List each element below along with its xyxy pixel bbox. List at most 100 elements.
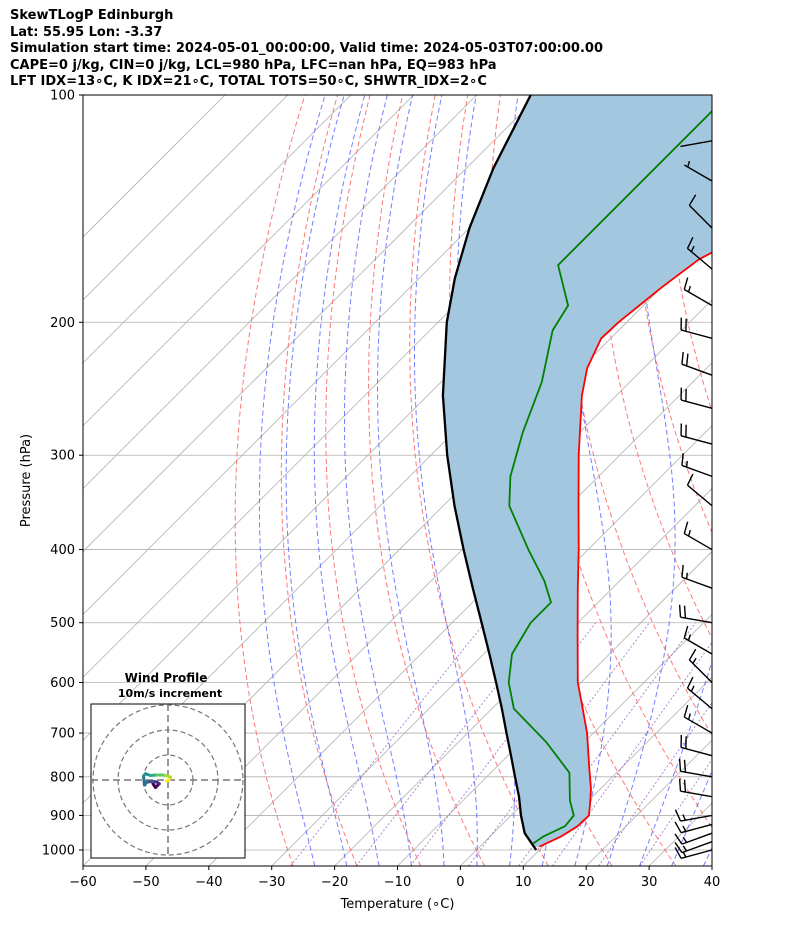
x-tick-label: −20 bbox=[321, 875, 348, 890]
wind-barb-flag bbox=[688, 648, 697, 661]
wind-barb-staff bbox=[681, 363, 713, 376]
x-tick-label: −10 bbox=[384, 875, 411, 890]
wind-barb bbox=[683, 625, 713, 655]
y-tick-label: 400 bbox=[50, 543, 75, 558]
wind-barb-staff bbox=[681, 464, 713, 478]
x-tick-label: 20 bbox=[578, 875, 595, 890]
wind-barb bbox=[678, 778, 713, 798]
wind-barb bbox=[688, 194, 713, 229]
wind-barb-half-flag bbox=[687, 634, 691, 641]
hodograph-inset: Wind Profile 10m/s increment bbox=[90, 671, 246, 859]
x-tick-label: −50 bbox=[132, 875, 159, 890]
wind-barb-staff bbox=[681, 832, 713, 845]
wind-barb-half-flag bbox=[682, 814, 687, 821]
wind-barb-staff bbox=[680, 435, 713, 445]
wind-barb-half-flag bbox=[687, 713, 691, 720]
wind-barb-staff bbox=[680, 399, 713, 409]
y-tick-label: 600 bbox=[50, 676, 75, 691]
wind-barb-staff bbox=[683, 288, 713, 307]
x-tick-label: 40 bbox=[704, 875, 721, 890]
x-tick-label: −60 bbox=[69, 875, 96, 890]
dry-adiabat bbox=[728, 95, 794, 866]
wind-barb-staff bbox=[680, 616, 713, 624]
wind-barb-staff bbox=[680, 790, 713, 798]
wind-barb-flag bbox=[678, 604, 682, 618]
wind-barb-flag bbox=[683, 779, 687, 793]
mixing-ratio-line bbox=[551, 641, 712, 866]
wind-barb-staff bbox=[687, 247, 713, 270]
y-tick-label: 300 bbox=[50, 449, 75, 464]
moist-adiabat bbox=[606, 95, 676, 866]
wind-barb-staff bbox=[683, 532, 713, 551]
wind-barb-half-flag bbox=[682, 845, 688, 852]
wind-barb-flag bbox=[674, 842, 683, 854]
wind-barb bbox=[674, 832, 713, 845]
wind-barb bbox=[681, 351, 713, 376]
wind-barb bbox=[680, 387, 713, 409]
wind-barb-flag bbox=[685, 353, 689, 366]
wind-barb-half-flag bbox=[682, 825, 687, 832]
wind-barb bbox=[680, 423, 713, 445]
wind-barb-flag bbox=[683, 521, 689, 534]
profile-lines-layer bbox=[441, 95, 712, 851]
indices-line-1: CAPE=0 j/kg, CIN=0 j/kg, LCL=980 hPa, LF… bbox=[10, 57, 497, 73]
moist-adiabat bbox=[258, 95, 326, 866]
dry-adiabat bbox=[409, 95, 549, 866]
wind-barb bbox=[674, 841, 713, 854]
wind-barb-half-flag bbox=[687, 160, 691, 168]
wind-barb-staff bbox=[687, 484, 713, 507]
indices-line-2: LFT IDX=13∘C, K IDX=21∘C, TOTAL TOTS=50∘… bbox=[10, 74, 487, 89]
y-tick-label: 200 bbox=[50, 316, 75, 331]
wind-barb-flag bbox=[674, 833, 683, 845]
wind-barb-flag bbox=[686, 676, 694, 689]
wind-barb-half-flag bbox=[692, 657, 697, 664]
wind-barb-half-flag bbox=[687, 285, 691, 293]
dry-adiabat bbox=[595, 95, 712, 640]
isotherm-line bbox=[83, 95, 289, 301]
wind-barb-staff bbox=[683, 716, 713, 734]
wind-barb bbox=[683, 277, 713, 307]
isotherm-line bbox=[83, 95, 540, 553]
mixing-ratio-line bbox=[468, 622, 650, 866]
temperature-profile-line bbox=[539, 251, 712, 848]
wind-barb bbox=[678, 604, 713, 624]
wind-barb-staff bbox=[680, 814, 713, 822]
hodograph-title: Wind Profile bbox=[125, 671, 208, 685]
wind-barb-half-flag bbox=[685, 460, 688, 468]
wind-barb-staff bbox=[681, 841, 713, 854]
x-tick-label: −30 bbox=[258, 875, 285, 890]
wind-barb-flag bbox=[678, 778, 682, 792]
wind-barb-half-flag bbox=[685, 572, 688, 580]
wind-barb-staff bbox=[680, 746, 713, 757]
wind-barb bbox=[683, 521, 713, 551]
moist-adiabat bbox=[344, 95, 412, 866]
moist-adiabat bbox=[639, 659, 712, 866]
y-tick-label: 900 bbox=[50, 809, 75, 824]
wind-barbs-layer bbox=[674, 140, 713, 859]
dry-adiabat bbox=[662, 95, 712, 413]
wind-barb-staff bbox=[680, 770, 713, 778]
y-tick-label: 1000 bbox=[42, 844, 75, 859]
wind-barb bbox=[678, 758, 713, 778]
isotherm-line bbox=[334, 488, 712, 866]
dry-adiabat bbox=[325, 95, 422, 866]
wind-barb-flag bbox=[683, 605, 687, 619]
dry-adiabat bbox=[560, 95, 712, 737]
wind-barb-half-flag bbox=[690, 245, 695, 252]
wind-barb-flag bbox=[674, 809, 682, 822]
x-tick-label: −40 bbox=[195, 875, 222, 890]
wind-barb bbox=[674, 809, 713, 822]
wind-barb-flag bbox=[678, 758, 682, 772]
wind-barb-flag bbox=[686, 473, 694, 486]
wind-barb bbox=[683, 704, 713, 734]
x-tick-label: 30 bbox=[641, 875, 658, 890]
parcel-profile-line bbox=[441, 95, 538, 851]
wind-barb-flag bbox=[681, 564, 684, 578]
wind-barb-half-flag bbox=[682, 836, 688, 843]
cape-fill-layer bbox=[442, 95, 712, 847]
wind-barb-flag bbox=[681, 453, 684, 466]
hodograph-plot bbox=[91, 704, 245, 858]
wind-barb-staff bbox=[688, 204, 713, 229]
